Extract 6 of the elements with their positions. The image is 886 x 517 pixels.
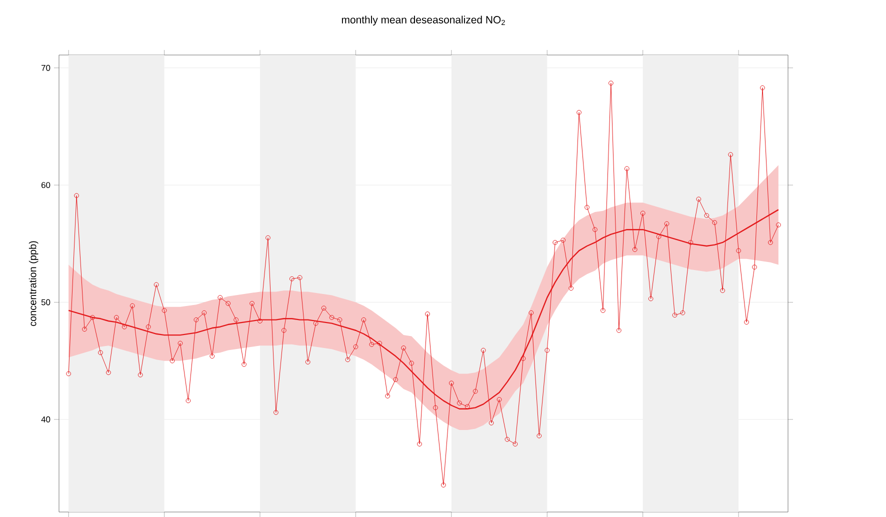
y-tick-label: 40 <box>41 416 50 422</box>
y-tick-label: 70 <box>42 64 50 71</box>
chart-title: monthly mean deseasonalized NO$_{2}$ <box>342 16 505 26</box>
y-tick-label: 60 <box>42 182 50 188</box>
y-axis-title: concentration (ppb) <box>28 241 38 326</box>
y-tick-label: 50 <box>41 299 50 306</box>
